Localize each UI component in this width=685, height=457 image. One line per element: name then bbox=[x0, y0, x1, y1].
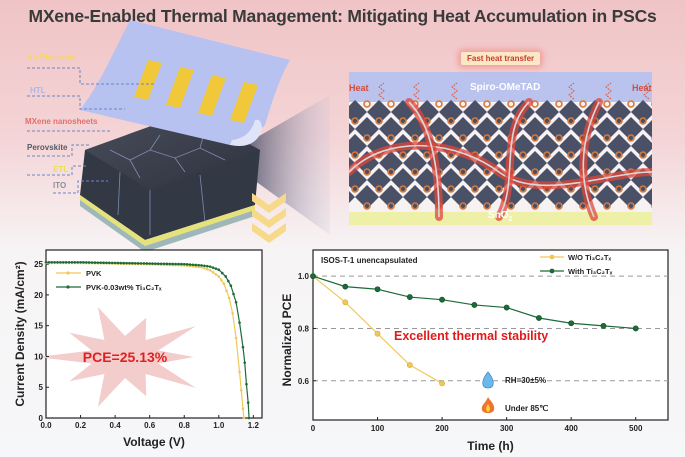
jv-xlabel: Voltage (V) bbox=[123, 435, 185, 449]
svg-text:20: 20 bbox=[34, 291, 43, 300]
pce-starburst bbox=[37, 307, 196, 407]
figure-title: MXene-Enabled Thermal Management: Mitiga… bbox=[28, 6, 657, 26]
svg-text:1.0: 1.0 bbox=[213, 421, 225, 430]
stab-legend-0: W/O Ti₃C₂Tₓ bbox=[568, 253, 611, 262]
stab-ylabel: Normalized PCE bbox=[280, 294, 294, 387]
humidity-label: RH=30±5% bbox=[505, 376, 546, 385]
svg-text:10: 10 bbox=[34, 352, 43, 361]
heat-label-right: Heat bbox=[632, 83, 652, 93]
au-electrodes bbox=[134, 60, 258, 123]
svg-text:0.6: 0.6 bbox=[144, 421, 156, 430]
layer-label-etl: ETL bbox=[53, 165, 69, 174]
layer-label-htl: HTL bbox=[30, 86, 46, 95]
down-chevrons bbox=[252, 193, 286, 243]
svg-text:1.2: 1.2 bbox=[248, 421, 260, 430]
layer-label-au: Au Electrode bbox=[27, 53, 77, 62]
svg-text:200: 200 bbox=[435, 424, 449, 433]
jv-ylabel: Current Density (mA/cm²) bbox=[13, 261, 27, 406]
jv-legend-1: PVK-0.03wt% Ti₃C₂Tₓ bbox=[86, 283, 162, 292]
pce-annotation: PCE=25.13% bbox=[83, 349, 168, 365]
svg-text:25: 25 bbox=[34, 260, 43, 269]
ito-layer bbox=[80, 200, 145, 252]
svg-text:5: 5 bbox=[39, 383, 44, 392]
svg-text:100: 100 bbox=[371, 424, 385, 433]
svg-text:0.8: 0.8 bbox=[298, 324, 310, 333]
zoom-beam bbox=[235, 95, 330, 235]
stab-title: ISOS-T-1 unencapsulated bbox=[321, 256, 418, 265]
stab-legend-1: With Ti₃C₂Tₓ bbox=[568, 267, 613, 276]
sno2-label: SnO2 bbox=[488, 210, 513, 223]
layer-label-mxene: MXene nanosheets bbox=[25, 117, 98, 126]
svg-text:300: 300 bbox=[500, 424, 514, 433]
svg-text:15: 15 bbox=[34, 322, 43, 331]
svg-text:0.2: 0.2 bbox=[75, 421, 87, 430]
svg-text:0.6: 0.6 bbox=[298, 377, 310, 386]
stab-xlabel: Time (h) bbox=[467, 439, 513, 453]
lattice-schematic bbox=[349, 72, 652, 225]
heat-label-left: Heat bbox=[349, 83, 369, 93]
svg-text:0: 0 bbox=[311, 424, 316, 433]
layer-label-ito: ITO bbox=[53, 181, 67, 190]
svg-text:0.8: 0.8 bbox=[179, 421, 191, 430]
water-drop-icon bbox=[482, 371, 494, 389]
etl-layer bbox=[80, 195, 145, 246]
fast-heat-transfer-callout: Fast heat transfer bbox=[461, 52, 541, 65]
svg-text:0: 0 bbox=[39, 414, 44, 423]
svg-text:0.4: 0.4 bbox=[110, 421, 122, 430]
spiro-label: Spiro-OMeTAD bbox=[470, 82, 541, 93]
temperature-label: Under 85℃ bbox=[505, 404, 548, 413]
svg-text:1.0: 1.0 bbox=[298, 272, 310, 281]
jv-legend-0: PVK bbox=[86, 269, 102, 278]
svg-text:500: 500 bbox=[629, 424, 643, 433]
svg-text:400: 400 bbox=[565, 424, 579, 433]
stability-annotation: Excellent thermal stability bbox=[394, 329, 548, 343]
svg-text:0.0: 0.0 bbox=[40, 421, 52, 430]
layer-label-perovskite: Perovskite bbox=[27, 143, 68, 152]
